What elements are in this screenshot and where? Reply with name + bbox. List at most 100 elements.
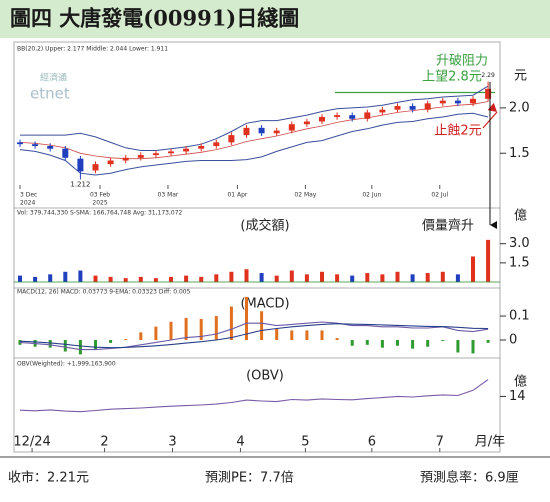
bollinger-upper xyxy=(20,85,489,151)
x-tick-label: 4 xyxy=(236,435,244,450)
volume-bar xyxy=(425,273,430,282)
x-tick-label: 7 xyxy=(436,435,444,450)
annotation: 升破阻力 xyxy=(436,54,488,69)
volume-bar xyxy=(486,239,491,282)
y-tick-label: 1.5 xyxy=(509,146,530,161)
volume-bar xyxy=(153,278,158,282)
volume-bar xyxy=(304,274,309,282)
volume-bar xyxy=(33,276,38,282)
candle-body xyxy=(470,98,476,104)
unit-label: 億 xyxy=(514,374,527,390)
low-label: 1.212 xyxy=(70,180,90,188)
panel-title: (OBV) xyxy=(246,369,284,384)
y-tick-label: 0 xyxy=(509,333,517,348)
indicator-label: OBV(Weighted): +1,999,163,900 xyxy=(17,361,116,368)
candle-body xyxy=(168,151,174,154)
candle-body xyxy=(319,116,325,122)
x-tick-label: 12/24 xyxy=(13,435,50,450)
indicator-label: BB(20,2) Upper: 2.177 Middle: 2.044 Lowe… xyxy=(17,46,168,53)
x-tick-label: 03 Feb xyxy=(90,192,110,199)
volume-bar xyxy=(199,276,204,282)
volume-bar xyxy=(410,274,415,282)
indicator-label: MACD(12, 26) MACD: 0.03773 9-EMA: 0.0332… xyxy=(17,289,191,296)
volume-bar xyxy=(63,271,68,282)
volume-bar xyxy=(93,275,98,282)
annotation: 價量齊升 xyxy=(422,219,474,234)
candle-body xyxy=(47,145,54,149)
bollinger-middle xyxy=(19,101,489,160)
candle-body xyxy=(485,88,492,99)
y-tick-label: 0.1 xyxy=(509,309,530,324)
volume-bar xyxy=(18,275,22,282)
watermark: etnet xyxy=(30,85,70,103)
y-tick-label: 14 xyxy=(509,389,526,404)
volume-bar xyxy=(455,274,460,282)
panel-title: (MACD) xyxy=(240,297,289,312)
volume-bar xyxy=(365,273,370,282)
watermark: 經濟通 xyxy=(40,72,67,84)
candle-body xyxy=(379,109,386,113)
candle-body xyxy=(258,127,265,134)
x-tick-label: 02 Jun xyxy=(362,192,381,199)
candle-body xyxy=(62,148,69,158)
candle-body xyxy=(17,142,23,145)
series-line xyxy=(19,379,489,413)
series-line xyxy=(19,323,489,349)
y-tick-label: 2.0 xyxy=(509,100,530,115)
volume-bar xyxy=(259,273,264,282)
x-tick-label: 01 Apr xyxy=(227,192,247,199)
x-tick-label: 02 Jul xyxy=(431,192,448,199)
volume-bar xyxy=(335,274,340,282)
candle-body xyxy=(303,121,310,125)
candle-body xyxy=(409,106,416,110)
volume-bar xyxy=(440,271,445,282)
header-band xyxy=(0,0,550,38)
page-title: 圖四 大唐發電(00991)日綫圖 xyxy=(10,6,299,31)
indicator-label: Vol: 379,744,330 S-SMA: 166,764,748 Avg:… xyxy=(17,210,183,217)
volume-bar xyxy=(108,276,113,282)
candle-body xyxy=(364,112,371,119)
volume-bar xyxy=(78,270,83,282)
footer-close: 收市：2.21元 xyxy=(8,470,89,486)
volume-bar xyxy=(214,274,219,282)
candle-body xyxy=(213,142,220,146)
x-tick-label: 3 Dec xyxy=(20,192,37,199)
candle-body xyxy=(137,155,144,158)
y-tick-label: 1.5 xyxy=(509,255,530,270)
candle-body xyxy=(198,145,205,149)
high-label: 2.29 xyxy=(481,72,495,79)
series-line xyxy=(19,321,489,351)
candle-body xyxy=(32,144,39,146)
volume-bar xyxy=(169,276,173,282)
candle-body xyxy=(349,115,356,119)
x-unit: 月/年 xyxy=(475,435,505,450)
candle-body xyxy=(243,127,250,136)
y-tick-label: 3.0 xyxy=(509,236,530,251)
year-label: 2024 xyxy=(20,200,35,207)
volume-bar xyxy=(274,275,279,282)
volume-bar xyxy=(229,271,234,282)
volume-bar xyxy=(471,256,475,282)
volume-bar xyxy=(395,271,400,282)
volume-bar xyxy=(138,276,143,282)
candle-body xyxy=(183,148,190,152)
x-tick-label: 02 May xyxy=(294,192,316,199)
candle-body xyxy=(334,115,341,117)
volume-bar xyxy=(350,275,355,282)
x-tick-label: 3 xyxy=(168,435,176,450)
candle-body xyxy=(228,135,235,143)
candle-body xyxy=(273,130,280,134)
volume-bar xyxy=(320,271,324,282)
panel-title: (成交額) xyxy=(240,218,289,234)
candle-body xyxy=(152,153,159,156)
x-tick-label: 5 xyxy=(301,435,309,450)
x-tick-label: 6 xyxy=(368,435,376,450)
footer-yield: 預測息率：6.9厘 xyxy=(420,470,519,486)
candle-body xyxy=(77,158,84,172)
footer-pe: 預測PE：7.7倍 xyxy=(205,471,294,486)
volume-bar xyxy=(123,278,128,282)
volume-bar xyxy=(380,274,385,282)
candle-body xyxy=(394,106,401,110)
